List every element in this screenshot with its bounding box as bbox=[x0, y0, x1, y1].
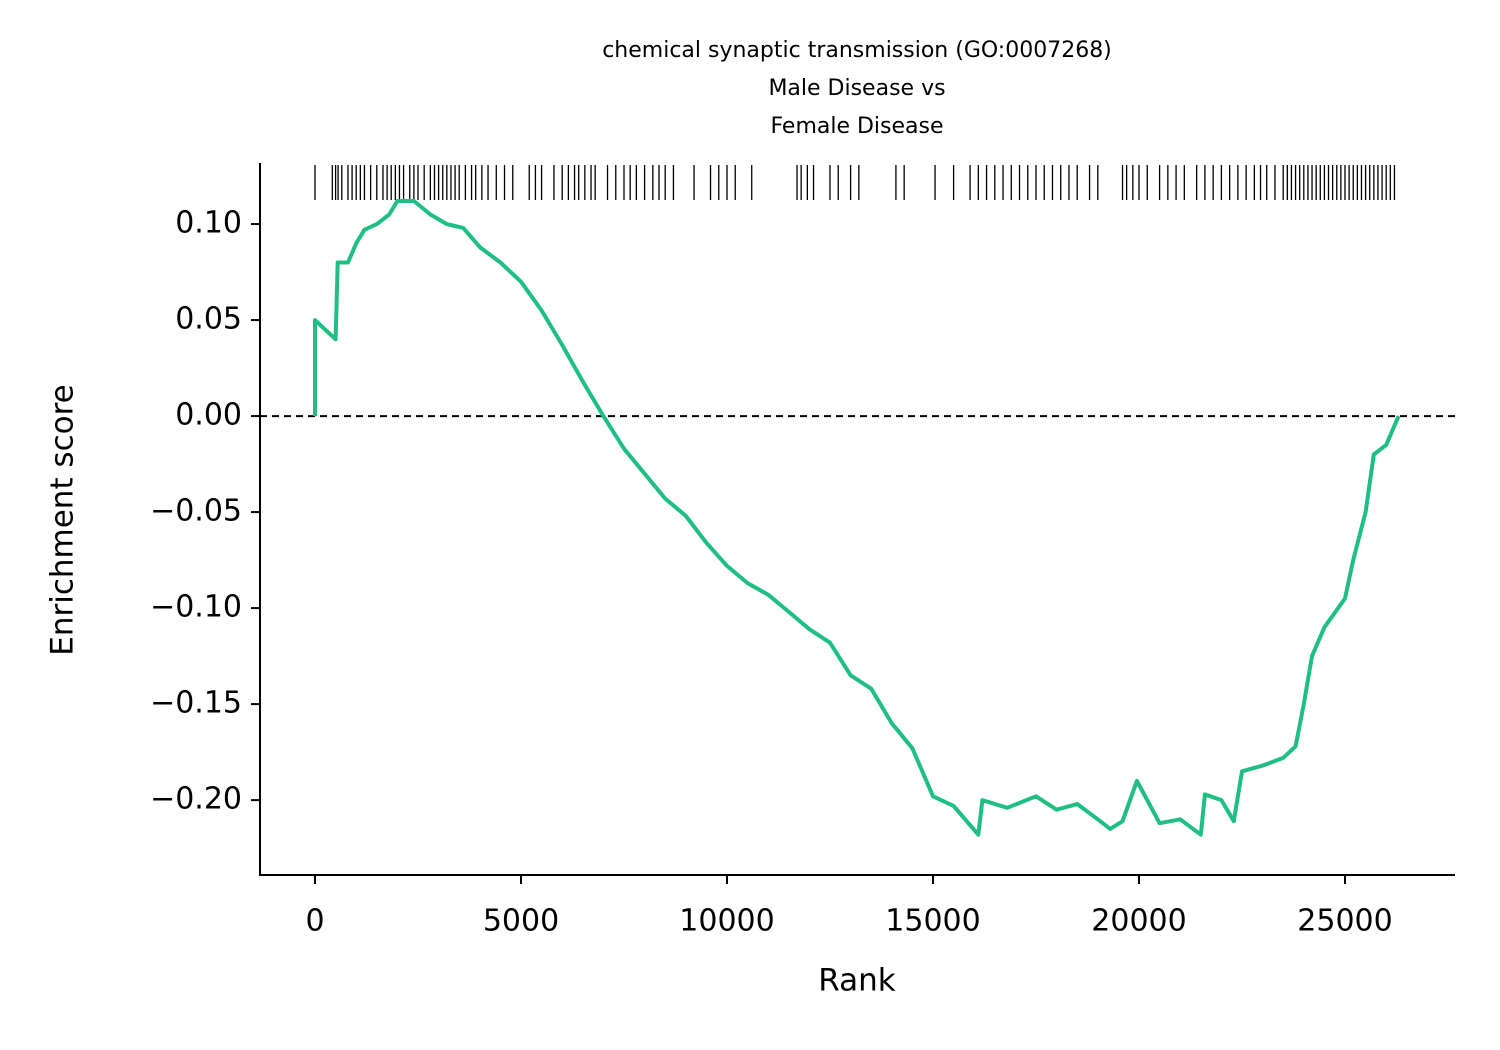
chart-title: Female Disease bbox=[770, 114, 943, 139]
y-tick-label: −0.10 bbox=[150, 590, 242, 625]
y-tick-label: 0.10 bbox=[175, 206, 242, 241]
y-axis-label: Enrichment score bbox=[45, 384, 81, 656]
y-tick-label: −0.20 bbox=[150, 782, 242, 817]
x-tick-label: 10000 bbox=[679, 904, 774, 939]
x-tick-label: 15000 bbox=[885, 904, 980, 939]
y-tick-label: −0.05 bbox=[150, 494, 242, 529]
x-axis-label: Rank bbox=[818, 963, 896, 999]
es-line bbox=[313, 199, 1401, 837]
y-tick-label: 0.00 bbox=[175, 398, 242, 433]
chart-title: Male Disease vs bbox=[768, 76, 945, 101]
x-tick-label: 5000 bbox=[483, 904, 559, 939]
x-tick-label: 25000 bbox=[1297, 904, 1392, 939]
y-tick-label: 0.05 bbox=[175, 302, 242, 337]
x-tick-label: 0 bbox=[305, 904, 324, 939]
x-tick-label: 20000 bbox=[1091, 904, 1186, 939]
y-tick-label: −0.15 bbox=[150, 686, 242, 721]
chart-title: chemical synaptic transmission (GO:00072… bbox=[602, 38, 1112, 63]
